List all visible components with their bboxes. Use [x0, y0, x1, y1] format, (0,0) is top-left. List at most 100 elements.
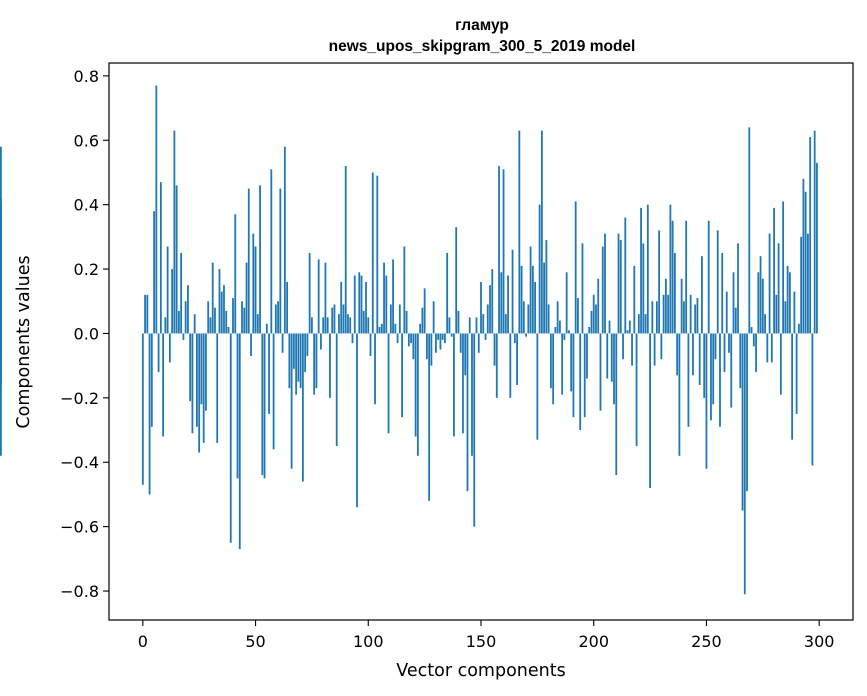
bar — [324, 262, 327, 334]
bar — [791, 333, 794, 440]
bar — [800, 236, 803, 334]
bar — [595, 304, 597, 334]
bar — [265, 323, 268, 334]
bar — [491, 269, 494, 334]
bar — [547, 304, 550, 334]
bar — [153, 211, 155, 334]
bar — [565, 272, 568, 334]
bar — [144, 294, 146, 334]
bar — [633, 265, 636, 334]
bar — [660, 333, 663, 360]
bar — [286, 281, 289, 334]
bar — [232, 298, 234, 334]
bar — [509, 333, 512, 398]
bar — [317, 259, 320, 334]
bar — [166, 246, 169, 334]
bar — [572, 333, 575, 418]
bar — [748, 127, 751, 334]
x-tick-label: 50 — [245, 632, 265, 651]
bar — [764, 314, 766, 334]
bar — [437, 333, 440, 340]
bar — [202, 333, 205, 443]
bar — [455, 227, 458, 334]
bar — [261, 333, 264, 476]
bar — [502, 169, 505, 334]
bar — [786, 265, 789, 334]
bar — [516, 333, 518, 385]
bar — [719, 333, 721, 427]
bar — [788, 272, 791, 334]
bar — [504, 314, 507, 334]
bar — [464, 333, 467, 376]
bar — [477, 333, 480, 353]
bar — [473, 333, 476, 527]
bar — [349, 317, 352, 334]
bar — [604, 233, 606, 334]
y-tick-label: 0.4 — [74, 196, 99, 215]
bar-series — [0, 85, 818, 595]
bar — [678, 333, 681, 456]
bar — [421, 307, 424, 334]
bar — [728, 333, 730, 353]
bar — [581, 243, 584, 334]
bar — [619, 240, 622, 334]
bar — [723, 333, 726, 373]
bar — [545, 240, 548, 334]
bar — [707, 220, 710, 334]
bar — [570, 333, 573, 392]
bar — [0, 301, 2, 334]
bar — [457, 310, 460, 334]
bar — [398, 304, 401, 334]
bar — [622, 333, 624, 360]
bar — [371, 172, 374, 334]
bar — [367, 317, 370, 334]
bar — [177, 310, 180, 334]
bar — [640, 207, 642, 334]
bar — [306, 333, 309, 356]
bar — [802, 178, 805, 334]
bar — [768, 233, 771, 334]
bar — [683, 301, 685, 334]
bar — [356, 333, 358, 508]
bar — [782, 201, 785, 334]
bar — [435, 333, 437, 353]
bar — [811, 333, 814, 466]
bar — [777, 243, 780, 334]
bar — [277, 301, 279, 334]
bar — [705, 333, 708, 469]
bar — [205, 333, 207, 411]
bar — [568, 330, 570, 334]
bar — [597, 278, 600, 334]
bar — [556, 301, 559, 334]
bar — [245, 262, 248, 334]
bar — [601, 246, 604, 334]
bar — [446, 252, 449, 334]
bar — [270, 169, 273, 334]
bar — [797, 323, 800, 334]
bar — [459, 333, 462, 353]
x-tick-label: 200 — [578, 632, 609, 651]
bar — [813, 130, 816, 334]
bar — [414, 333, 417, 437]
bar — [214, 307, 216, 334]
bar — [241, 301, 243, 334]
bar — [247, 188, 250, 334]
bar — [207, 301, 210, 334]
bar — [525, 333, 527, 337]
bar — [628, 320, 631, 334]
bar — [184, 301, 187, 334]
bar — [218, 269, 221, 334]
bar — [561, 333, 564, 395]
bar — [173, 130, 176, 334]
bar — [804, 191, 807, 334]
bar — [281, 333, 284, 353]
bar — [347, 314, 349, 334]
bar — [295, 333, 298, 395]
y-axis-label: Components values — [14, 255, 34, 428]
bar — [301, 333, 304, 482]
bar — [608, 320, 611, 334]
bar — [225, 310, 228, 334]
bar — [552, 333, 555, 405]
bar — [554, 327, 557, 334]
bar — [520, 265, 523, 334]
